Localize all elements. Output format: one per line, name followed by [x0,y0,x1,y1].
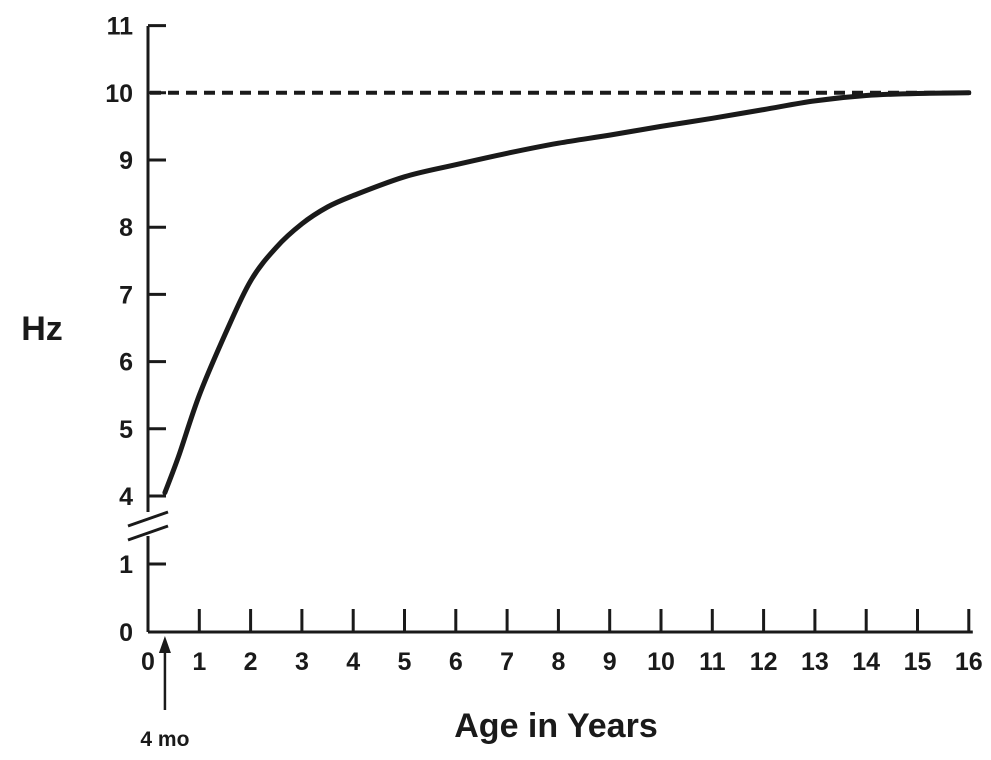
x-ticks [146,609,971,632]
x-tick-labels: 0 1 2 3 4 5 6 7 8 9 10 11 12 13 14 15 16 [141,648,983,676]
axis-break-stroke [127,510,169,528]
x-tick-label: 13 [801,648,829,676]
y-tick-labels: 0 1 4 5 6 7 8 9 10 11 [105,13,133,647]
x-tick-label: 15 [904,648,932,676]
up-arrow-icon [158,636,171,653]
x-tick-label: 1 [192,648,206,676]
x-tick-label: 10 [647,648,675,676]
y-tick-label: 9 [119,147,133,175]
y-tick-label: 7 [119,281,133,309]
annotation-label: 4 mo [140,728,189,751]
y-tick-label: 4 [119,483,133,511]
y-axis: 0 1 4 5 6 7 8 9 10 11 [105,13,169,647]
y-tick-label: 0 [119,619,133,647]
x-tick-label: 14 [852,648,880,676]
x-axis: 0 1 2 3 4 5 6 7 8 9 10 11 12 13 14 15 16 [141,609,983,676]
x-tick-label: 6 [449,648,463,676]
y-tick-label: 8 [119,214,133,242]
y-axis-label: Hz [21,310,63,348]
y-tick-label: 10 [105,80,133,108]
y-tick-label: 5 [119,416,133,444]
x-tick-label: 3 [295,648,309,676]
x-tick-label: 0 [141,648,155,676]
series-line [162,90,972,496]
x-axis-label: Age in Years [454,707,658,745]
x-tick-label: 2 [244,648,258,676]
x-tick-label: 8 [551,648,565,676]
x-tick-label: 11 [699,648,726,676]
x-tick-label: 5 [398,648,412,676]
x-tick-label: 9 [603,648,617,676]
x-tick-label: 4 [346,648,360,676]
y-tick-label: 11 [107,13,134,41]
x-tick-label: 12 [750,648,778,676]
x-tick-label: 16 [955,648,983,676]
annotation-4-months: 4 mo [140,636,189,751]
y-axis-break-mark [127,510,169,542]
y-ticks [148,24,166,566]
y-tick-label: 1 [119,551,133,579]
x-tick-label: 7 [500,648,514,676]
y-tick-label: 6 [119,349,133,377]
axis-break-stroke [127,524,169,542]
